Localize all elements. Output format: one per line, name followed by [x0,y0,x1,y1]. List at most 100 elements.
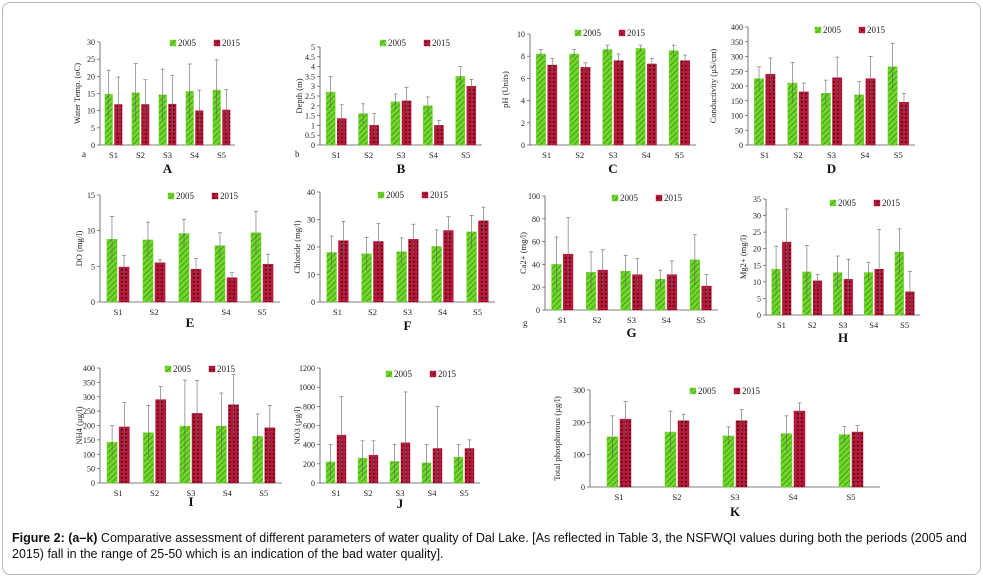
legend-label-2015: 2015 [867,25,886,35]
legend-label-2005: 2005 [620,193,639,203]
chart-D: 0 50 100 150 200 250 300 350 400 Conductivity (µS… [708,23,915,176]
category-label: S3 [731,492,740,502]
y-tick-label: 5 [91,124,95,133]
y-tick-label: 0 [91,141,95,150]
bar-2005-S5 [455,76,466,146]
y-tick-label: 0 [91,479,95,488]
category-label: S5 [847,492,856,502]
bar-2015-S4 [793,410,806,488]
y-tick-label: 10 [87,227,95,236]
bar-2015-S1 [547,64,558,146]
category-label: S1 [777,320,786,330]
y-tick-label: 15 [87,191,95,200]
category-label: S4 [869,320,879,330]
y-tick-label: 100 [528,192,540,201]
category-label: S4 [428,488,438,498]
y-tick-label: 30 [307,216,315,225]
y-axis-label: pH (Units) [500,71,510,108]
y-tick-label: 600 [303,422,315,431]
category-label: S4 [429,150,439,160]
category-label: S4 [190,150,200,160]
category-label: S4 [223,488,233,498]
category-label: S5 [473,307,482,317]
legend-label-2005: 2005 [838,198,857,208]
y-tick-label: 1200 [299,364,315,373]
category-label: S1 [542,150,551,160]
category-label: S3 [396,488,405,498]
legend-label-2015: 2015 [627,28,646,38]
bar-2005-S1 [536,53,546,146]
category-label: S4 [642,150,652,160]
y-tick-label: 5 [757,294,761,303]
category-label: S1 [114,307,123,317]
category-label: S2 [364,150,373,160]
legend-swatch-2005 [164,365,172,373]
panel-title: I [188,494,193,509]
y-tick-label: 150 [83,436,95,445]
chart-I: 0 50 100 150 200 250 300 350 400 NH4 (µg/l) S1 S2 S3… [74,364,282,509]
y-tick-label: 20 [87,72,95,81]
chart-K: 0 100 200 300 Total phosphorous (µg/l) S1 S2 S3… [552,386,880,519]
panel-title: A [163,161,173,176]
y-tick-label: 10 [307,271,315,280]
y-tick-label: 200 [731,82,743,91]
category-label: S3 [403,307,412,317]
legend-label-2015: 2015 [430,190,449,200]
y-tick-label: 60 [532,238,540,247]
panel-letter: g [523,318,528,328]
y-tick-label: 3.5 [305,72,315,81]
y-tick-label: 100 [573,451,585,460]
y-tick-label: 350 [83,378,95,387]
y-axis-label: NH4 (µg/l) [74,406,84,444]
chart-H: 0 5 10 15 20 25 30 35 Mg2+ (mg/l) S1 S2 S3 S4 S5 2005 2… [738,195,920,345]
legend-swatch-2015 [423,39,431,47]
category-label: S1 [332,488,341,498]
y-tick-label: 10 [753,278,761,287]
legend-swatch-2015 [213,39,221,47]
bar-2015-S2 [580,67,591,146]
y-tick-label: 400 [731,23,743,32]
category-label: S1 [333,307,342,317]
category-label: S5 [259,488,268,498]
y-tick-label: 200 [83,422,95,431]
legend-swatch-2015 [858,26,866,34]
legend-label-2005: 2005 [388,38,407,48]
y-tick-label: 15 [87,90,95,99]
category-label: S3 [397,150,406,160]
legend-swatch-2005 [611,194,619,202]
legend-swatch-2005 [377,191,385,199]
chart-C: 0 2 4 6 8 10 pH (Units) S1 S2 S3 S4 S5 2005 2015 C [500,28,696,176]
y-tick-label: 10 [87,107,95,116]
legend-label-2015: 2015 [432,38,451,48]
y-tick-label: 25 [753,228,761,237]
legend-swatch-2005 [574,29,582,37]
legend-label-2015: 2015 [222,38,241,48]
panel-title: E [186,315,195,330]
y-tick-label: 300 [573,386,585,395]
category-label: S5 [217,150,226,160]
y-tick-label: 2.5 [305,92,315,101]
legend-swatch-2015 [733,387,741,395]
category-label: S2 [673,492,682,502]
legend-label-2015: 2015 [742,386,761,396]
y-tick-label: 4 [311,63,315,72]
legend-swatch-2005 [167,192,175,200]
legend-swatch-2015 [421,191,429,199]
y-axis-label: NO3 (µg/l) [292,406,302,444]
y-tick-label: 400 [303,441,315,450]
legend-swatch-2005 [829,199,837,207]
y-tick-label: 5 [311,43,315,52]
category-label: S1 [760,150,769,160]
legend-swatch-2015 [873,199,881,207]
y-tick-label: 150 [731,97,743,106]
legend-label-2015: 2015 [664,193,683,203]
panel-title: D [827,161,836,176]
y-axis-label: Conductivity (µS/cm) [708,49,718,124]
y-tick-label: 40 [532,260,540,269]
bar-2005-S3 [602,49,613,146]
legend-swatch-2015 [429,370,437,378]
y-tick-label: 1.5 [305,112,315,121]
category-label: S5 [894,150,903,160]
y-tick-label: 4 [521,97,525,106]
